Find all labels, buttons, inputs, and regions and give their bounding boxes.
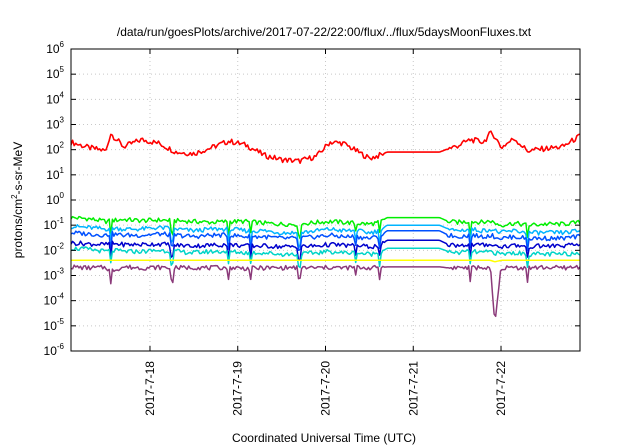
series-line xyxy=(71,246,580,269)
y-tick-exponent: -4 xyxy=(57,292,65,301)
y-tick-base: 10 xyxy=(44,319,58,333)
y-tick-base: 10 xyxy=(46,67,60,81)
y-tick-base: 10 xyxy=(46,193,60,207)
x-tick-label: 2017-7-18 xyxy=(143,361,157,416)
y-tick-label: 106 xyxy=(46,40,64,56)
y-tick-exponent: 0 xyxy=(60,191,65,200)
y-tick-base: 10 xyxy=(44,243,58,257)
y-tick-exponent: 6 xyxy=(60,40,65,49)
y-tick-label: 104 xyxy=(46,90,64,106)
y-tick-label: 10-5 xyxy=(44,317,65,333)
x-tick-label: 2017-7-21 xyxy=(406,361,420,416)
y-tick-label: 105 xyxy=(46,65,64,81)
y-tick-exponent: 5 xyxy=(60,65,65,74)
series-line xyxy=(71,130,580,164)
y-tick-base: 10 xyxy=(44,269,58,283)
series-line xyxy=(71,229,580,252)
plot-series xyxy=(71,130,580,318)
y-axis-label-prefix: protons/cm xyxy=(11,199,25,258)
x-axis-label: Coordinated Universal Time (UTC) xyxy=(232,431,416,445)
y-tick-label: 103 xyxy=(46,116,64,132)
y-tick-exponent: -1 xyxy=(57,216,65,225)
y-tick-label: 10-3 xyxy=(44,267,65,283)
y-tick-exponent: -2 xyxy=(57,241,65,250)
y-axis-label: protons/cm2-s-sr-MeV xyxy=(10,142,25,258)
x-axis: 2017-7-18 2017-7-19 2017-7-20 2017-7-21 2017… xyxy=(143,49,508,416)
y-tick-label: 10-2 xyxy=(44,241,65,257)
y-tick-base: 10 xyxy=(44,218,58,232)
y-tick-label: 102 xyxy=(46,141,64,157)
y-axis-label-superscript: 2 xyxy=(10,194,19,199)
y-tick-exponent: 2 xyxy=(60,141,65,150)
y-tick-base: 10 xyxy=(46,143,60,157)
y-tick-base: 10 xyxy=(46,168,60,182)
y-axis: 10-610-510-410-310-210-11001011021031041… xyxy=(44,40,580,358)
plot-grid xyxy=(71,48,580,352)
y-axis-label-suffix: -s-sr-MeV xyxy=(11,142,25,195)
y-tick-label: 10-4 xyxy=(44,292,65,308)
series-line xyxy=(71,215,580,240)
y-tick-label: 101 xyxy=(46,166,64,182)
series-line xyxy=(71,264,580,318)
y-tick-base: 10 xyxy=(44,294,58,308)
y-tick-exponent: 4 xyxy=(60,90,65,99)
y-tick-label: 10-6 xyxy=(44,342,65,358)
y-tick-label: 10-1 xyxy=(44,216,65,232)
y-tick-exponent: -6 xyxy=(57,342,65,351)
x-tick-label: 2017-7-19 xyxy=(231,361,245,416)
y-tick-exponent: -3 xyxy=(57,267,65,276)
x-tick-label: 2017-7-20 xyxy=(319,361,333,416)
y-tick-base: 10 xyxy=(46,42,60,56)
y-tick-label: 100 xyxy=(46,191,64,207)
series-line xyxy=(71,224,580,249)
y-tick-exponent: 3 xyxy=(60,116,65,125)
series-line xyxy=(71,259,580,263)
y-tick-base: 10 xyxy=(44,344,58,358)
chart-title: /data/run/goesPlots/archive/2017-07-22/2… xyxy=(117,25,532,39)
y-tick-exponent: 1 xyxy=(60,166,65,175)
y-tick-base: 10 xyxy=(46,118,60,132)
y-tick-base: 10 xyxy=(46,92,60,106)
x-tick-label: 2017-7-22 xyxy=(494,361,508,416)
y-tick-exponent: -5 xyxy=(57,317,65,326)
series-line xyxy=(71,239,580,261)
